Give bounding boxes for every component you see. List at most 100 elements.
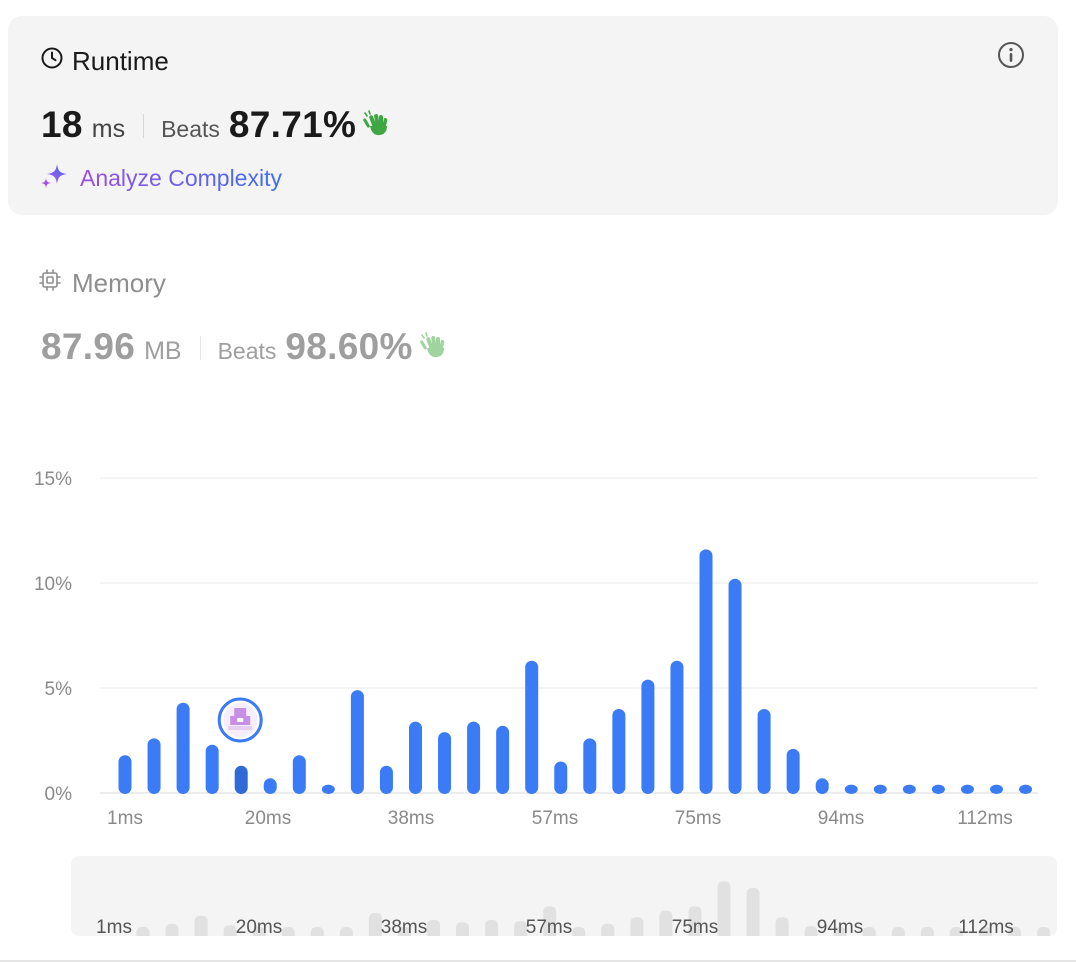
navigator-bar bbox=[1008, 927, 1021, 936]
memory-beats-label: Beats bbox=[217, 338, 277, 364]
navigator-bar bbox=[310, 927, 324, 936]
distribution-bar[interactable] bbox=[902, 784, 916, 794]
navigator-chart[interactable]: 1ms 20ms 38ms 57ms 75ms 94ms 112ms bbox=[71, 856, 1057, 936]
navigator-bar bbox=[978, 927, 992, 936]
navigator-bar bbox=[630, 917, 644, 936]
distribution-bar[interactable] bbox=[757, 709, 771, 794]
runtime-beats-value: 87.71% bbox=[228, 104, 357, 145]
distribution-bar[interactable] bbox=[118, 755, 132, 794]
y-tick-label: 15% bbox=[34, 469, 72, 490]
navigator-bar bbox=[1037, 927, 1051, 936]
distribution-bar[interactable] bbox=[176, 702, 190, 794]
analyze-complexity-link[interactable]: Analyze Complexity bbox=[40, 162, 282, 195]
y-tick-label: 0% bbox=[45, 784, 73, 805]
distribution-bar[interactable] bbox=[467, 721, 481, 794]
runtime-value: 18 bbox=[41, 104, 83, 145]
range-navigator[interactable]: 1ms 20ms 38ms 57ms 75ms 94ms 112ms bbox=[71, 856, 1057, 936]
x-tick-label: 38ms bbox=[388, 808, 434, 829]
info-icon bbox=[997, 41, 1025, 74]
distribution-bar[interactable] bbox=[409, 721, 422, 794]
navigator-bar bbox=[194, 915, 208, 936]
distribution-bar[interactable] bbox=[786, 748, 800, 794]
distribution-bar[interactable] bbox=[379, 765, 393, 794]
navigator-bar bbox=[456, 922, 470, 936]
clock-icon bbox=[40, 46, 64, 77]
distribution-bar[interactable] bbox=[263, 778, 277, 794]
navigator-bar bbox=[514, 920, 528, 936]
navigator-bar bbox=[427, 920, 440, 936]
distribution-bar[interactable] bbox=[525, 660, 539, 794]
distribution-bar[interactable] bbox=[1019, 784, 1033, 794]
navigator-bar bbox=[833, 927, 847, 936]
memory-title: Memory bbox=[72, 268, 166, 298]
navigator-bar bbox=[136, 927, 150, 936]
divider bbox=[143, 114, 145, 138]
distribution-bar[interactable] bbox=[496, 725, 510, 794]
navigator-tick-label: 112ms bbox=[958, 917, 1014, 936]
distribution-bar[interactable] bbox=[873, 784, 887, 794]
navigator-bar bbox=[804, 926, 818, 936]
distribution-bar[interactable] bbox=[438, 732, 452, 794]
distribution-bar[interactable] bbox=[612, 709, 626, 794]
distribution-bar[interactable] bbox=[815, 778, 829, 794]
distribution-bar[interactable] bbox=[960, 784, 974, 794]
distribution-bar[interactable] bbox=[292, 755, 306, 794]
navigator-bar bbox=[397, 927, 411, 936]
x-tick-label: 75ms bbox=[675, 808, 721, 829]
x-tick-label: 57ms bbox=[532, 808, 578, 829]
navigator-bar bbox=[252, 927, 266, 936]
navigator-bar bbox=[659, 910, 673, 936]
your-runtime-bar[interactable] bbox=[234, 765, 248, 794]
memory-unit: MB bbox=[144, 337, 182, 365]
runtime-title: Runtime bbox=[72, 46, 169, 76]
user-avatar-icon[interactable] bbox=[217, 697, 263, 743]
distribution-bar[interactable] bbox=[990, 784, 1003, 794]
distribution-bar[interactable] bbox=[641, 679, 655, 794]
distribution-bar[interactable] bbox=[699, 549, 713, 794]
divider bbox=[0, 960, 1076, 962]
x-tick-label: 94ms bbox=[818, 808, 864, 829]
analyze-complexity-label: Analyze Complexity bbox=[80, 165, 282, 191]
navigator-bar bbox=[891, 927, 905, 936]
memory-stats: 87.96 MB Beats 98.60% bbox=[41, 326, 449, 370]
navigator-bar bbox=[339, 927, 353, 936]
runtime-card: Runtime 18 ms Beats 87.71% Analyze Compl… bbox=[8, 16, 1058, 215]
navigator-tick-label: 57ms bbox=[526, 917, 572, 936]
navigator-bar bbox=[920, 927, 934, 936]
navigator-bar bbox=[368, 912, 382, 936]
distribution-bar[interactable] bbox=[583, 738, 597, 794]
navigator-bar bbox=[281, 927, 295, 936]
navigator-tick-label: 1ms bbox=[96, 917, 132, 936]
runtime-distribution-chart: 0% 5% 10% 15% 1ms 20ms 38ms 57ms 75ms 94ms 112ms bbox=[34, 469, 1038, 829]
info-button[interactable] bbox=[996, 41, 1026, 74]
distribution-bar[interactable] bbox=[670, 660, 684, 794]
x-tick-label: 112ms bbox=[957, 808, 1013, 829]
distribution-bar[interactable] bbox=[728, 578, 742, 794]
y-tick-label: 10% bbox=[34, 574, 72, 595]
memory-header[interactable]: Memory bbox=[38, 268, 166, 299]
navigator-bar bbox=[949, 927, 963, 936]
navigator-bar bbox=[572, 927, 586, 936]
navigator-bar bbox=[601, 923, 615, 936]
navigator-tick-label: 75ms bbox=[672, 917, 718, 936]
clapping-hands-icon bbox=[362, 109, 392, 144]
distribution-bar[interactable] bbox=[931, 784, 945, 794]
navigator-bar bbox=[543, 906, 557, 936]
x-tick-label: 20ms bbox=[245, 808, 291, 829]
distribution-bar[interactable] bbox=[147, 738, 161, 794]
navigator-bar bbox=[223, 925, 237, 936]
navigator-bar bbox=[717, 881, 731, 936]
distribution-bar[interactable] bbox=[350, 690, 364, 794]
navigator-bar bbox=[746, 888, 760, 936]
memory-beats-value: 98.60% bbox=[285, 326, 413, 367]
runtime-stats: 18 ms Beats 87.71% bbox=[41, 104, 392, 148]
runtime-beats-label: Beats bbox=[161, 116, 220, 142]
distribution-bar[interactable] bbox=[844, 784, 858, 794]
distribution-bar[interactable] bbox=[205, 744, 219, 794]
x-tick-label: 1ms bbox=[107, 808, 143, 829]
distribution-bar[interactable] bbox=[554, 761, 568, 795]
navigator-bar bbox=[862, 927, 876, 936]
distribution-bar[interactable] bbox=[321, 784, 335, 794]
navigator-tick-label: 38ms bbox=[381, 917, 427, 936]
sparkle-icon bbox=[40, 162, 68, 195]
